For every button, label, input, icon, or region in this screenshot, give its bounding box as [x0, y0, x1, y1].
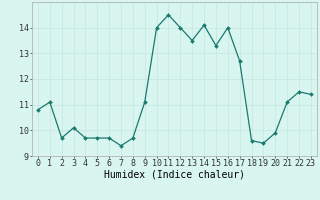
X-axis label: Humidex (Indice chaleur): Humidex (Indice chaleur): [104, 170, 245, 180]
